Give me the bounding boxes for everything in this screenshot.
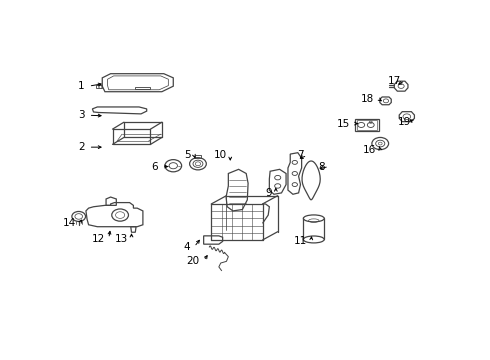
Text: 14: 14 [62, 219, 75, 228]
Text: 4: 4 [184, 242, 190, 252]
Text: 8: 8 [318, 162, 325, 172]
Text: 17: 17 [388, 76, 401, 86]
Text: 19: 19 [397, 117, 411, 127]
Text: 16: 16 [363, 145, 376, 155]
Text: 6: 6 [151, 162, 158, 172]
Text: 5: 5 [184, 150, 190, 161]
Text: 15: 15 [337, 118, 350, 129]
Bar [355, 119, 379, 131]
Text: 18: 18 [361, 94, 374, 104]
Text: 9: 9 [266, 188, 272, 198]
Text: 2: 2 [78, 142, 85, 152]
Text: 11: 11 [294, 237, 307, 246]
Text: 12: 12 [92, 234, 105, 244]
Text: 10: 10 [213, 150, 226, 161]
Text: 20: 20 [187, 256, 200, 266]
Text: 13: 13 [115, 234, 128, 244]
Text: 7: 7 [297, 150, 303, 161]
Text: 1: 1 [78, 81, 85, 91]
Text: 3: 3 [78, 110, 85, 120]
Bar [357, 120, 377, 130]
